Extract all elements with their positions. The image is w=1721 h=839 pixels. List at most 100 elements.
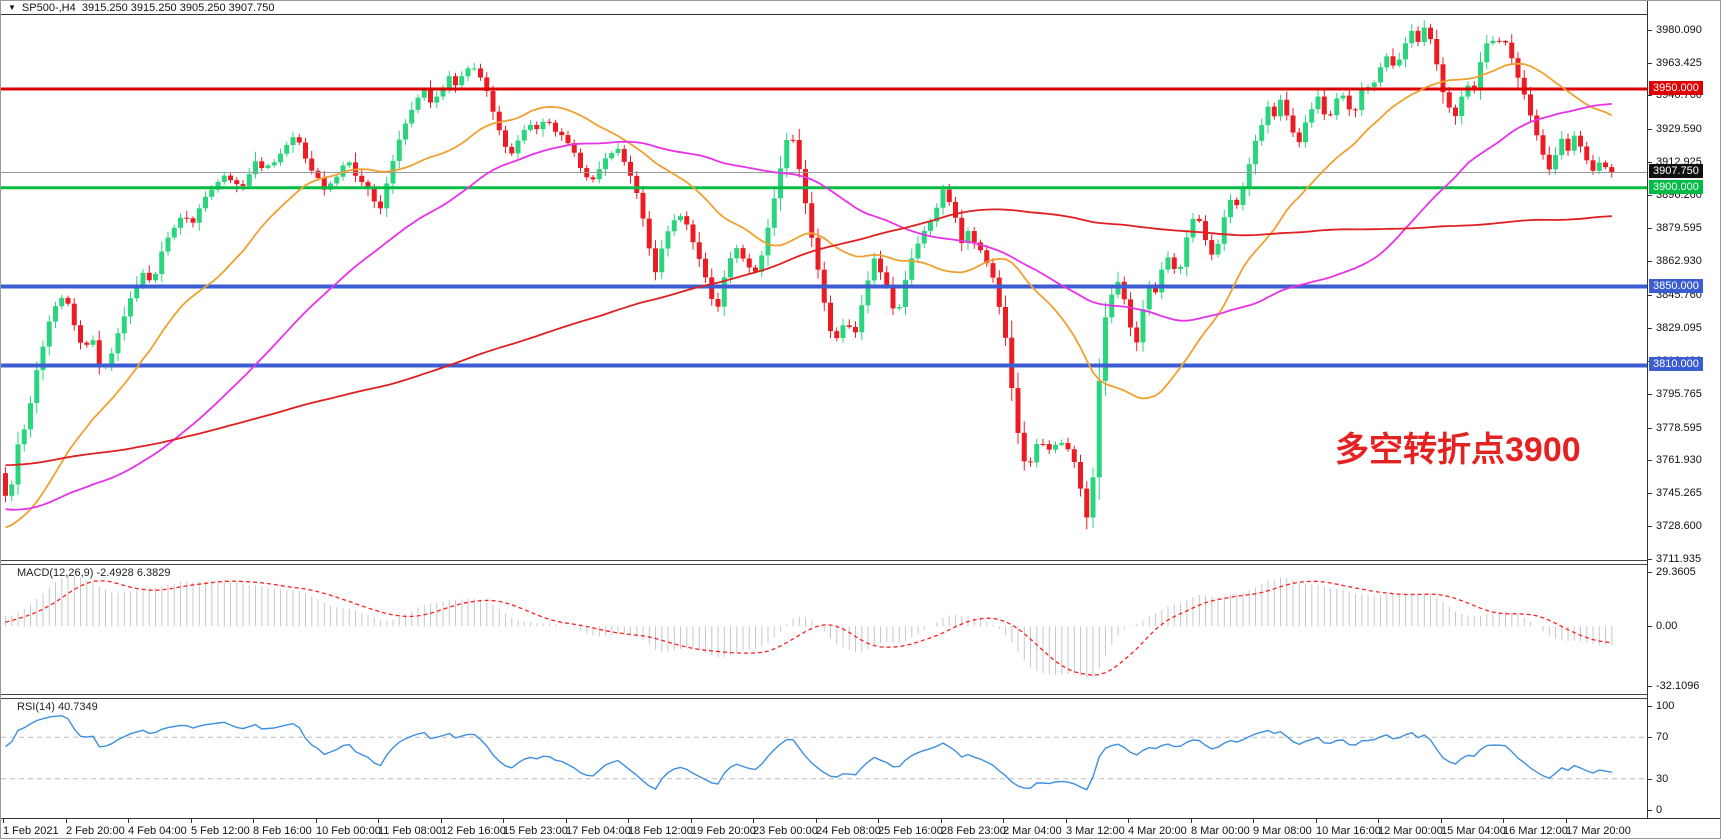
macd-tick-label: 29.3605 — [1656, 566, 1696, 578]
price-tick-mark — [1648, 30, 1652, 31]
time-tick-label: 23 Feb 00:00 — [753, 825, 818, 837]
rsi-tick-mark — [1648, 706, 1652, 707]
time-tick-label: 5 Feb 12:00 — [191, 825, 250, 837]
price-tick-label: 3728.600 — [1656, 520, 1702, 532]
time-tick-label: 10 Mar 16:00 — [1316, 825, 1381, 837]
price-tick-mark — [1648, 460, 1652, 461]
price-tick-label: 3929.590 — [1656, 123, 1702, 135]
time-tick-label: 4 Mar 20:00 — [1128, 825, 1187, 837]
macd-tick-label: 0.00 — [1656, 620, 1678, 632]
time-tick-mark — [66, 819, 67, 823]
time-tick-mark — [1503, 819, 1504, 823]
price-tick-mark — [1648, 394, 1652, 395]
time-tick-mark — [3, 819, 4, 823]
price-tick-mark — [1648, 261, 1652, 262]
rsi-label: RSI(14) 40.7349 — [17, 701, 98, 713]
price-tick-label: 3829.095 — [1656, 322, 1702, 334]
price-tick-label: 3879.595 — [1656, 222, 1702, 234]
time-tick-mark — [1191, 819, 1192, 823]
time-tick-label: 12 Mar 00:00 — [1378, 825, 1443, 837]
price-tick-mark — [1648, 129, 1652, 130]
rsi-tick-mark — [1648, 779, 1652, 780]
panel-splitter[interactable] — [1, 694, 1720, 699]
time-tick-label: 8 Feb 16:00 — [253, 825, 312, 837]
rsi-tick-label: 100 — [1656, 700, 1675, 712]
time-tick-label: 2 Mar 04:00 — [1003, 825, 1062, 837]
time-tick-label: 2 Feb 20:00 — [66, 825, 125, 837]
price-tick-mark — [1648, 195, 1652, 196]
rsi-tick-mark — [1648, 737, 1652, 738]
time-tick-label: 8 Mar 00:00 — [1191, 825, 1250, 837]
time-tick-mark — [253, 819, 254, 823]
time-tick-mark — [816, 819, 817, 823]
price-level-badge: 3950.000 — [1649, 81, 1703, 95]
price-tick-label: 3711.935 — [1656, 553, 1702, 565]
macd-tick-mark — [1648, 572, 1652, 573]
macd-tick-mark — [1648, 686, 1652, 687]
price-tick-label: 3980.090 — [1656, 24, 1702, 36]
time-tick-mark — [128, 819, 129, 823]
price-tick-label: 3963.425 — [1656, 57, 1702, 69]
time-tick-label: 19 Feb 20:00 — [691, 825, 756, 837]
price-level-badge: 3907.750 — [1649, 164, 1703, 178]
price-tick-mark — [1648, 559, 1652, 560]
time-tick-mark — [941, 819, 942, 823]
rsi-panel-canvas[interactable] — [1, 698, 1647, 823]
time-tick-mark — [628, 819, 629, 823]
time-tick-mark — [1566, 819, 1567, 823]
price-tick-mark — [1648, 493, 1652, 494]
time-tick-mark — [1378, 819, 1379, 823]
chart-symbol: SP500-,H4 — [21, 2, 76, 14]
time-tick-label: 15 Mar 04:00 — [1441, 825, 1506, 837]
time-tick-mark — [1441, 819, 1442, 823]
price-tick-mark — [1648, 95, 1652, 96]
macd-tick-mark — [1648, 626, 1652, 627]
time-tick-label: 15 Feb 23:00 — [503, 825, 568, 837]
time-tick-mark — [1003, 819, 1004, 823]
time-tick-mark — [691, 819, 692, 823]
time-tick-label: 12 Feb 16:00 — [441, 825, 506, 837]
time-tick-label: 11 Feb 08:00 — [378, 825, 443, 837]
price-tick-label: 3761.930 — [1656, 454, 1702, 466]
price-tick-label: 3795.765 — [1656, 388, 1702, 400]
time-tick-mark — [1128, 819, 1129, 823]
time-tick-label: 17 Feb 04:00 — [566, 825, 631, 837]
price-tick-mark — [1648, 526, 1652, 527]
time-tick-label: 10 Feb 00:00 — [316, 825, 381, 837]
time-tick-label: 16 Mar 12:00 — [1503, 825, 1568, 837]
rsi-tick-label: 0 — [1656, 804, 1663, 816]
time-tick-label: 9 Mar 08:00 — [1253, 825, 1312, 837]
symbol-dropdown-icon[interactable]: ▼ — [8, 3, 16, 12]
time-tick-mark — [1253, 819, 1254, 823]
price-tick-mark — [1648, 328, 1652, 329]
ohlc-values: 3915.250 3915.250 3905.250 3907.750 — [81, 2, 275, 14]
rsi-tick-label: 30 — [1656, 773, 1669, 785]
macd-label: MACD(12,26,9) -2.4928 6.3829 — [17, 567, 171, 579]
macd-panel-canvas[interactable] — [1, 564, 1647, 699]
price-tick-label: 3745.265 — [1656, 487, 1702, 499]
time-tick-label: 1 Feb 2021 — [3, 825, 59, 837]
time-tick-label: 25 Feb 16:00 — [878, 825, 943, 837]
time-tick-mark — [1316, 819, 1317, 823]
annotation-note: 多空转折点3900 — [1335, 431, 1581, 469]
panel-splitter[interactable] — [1, 560, 1720, 565]
main-chart-canvas[interactable] — [1, 15, 1647, 565]
time-axis[interactable]: 1 Feb 2021 2 Feb 20:00 4 Feb 04:00 5 Feb 12… — [1, 818, 1720, 838]
time-tick-label: 17 Mar 20:00 — [1566, 825, 1631, 837]
time-tick-mark — [566, 819, 567, 823]
rsi-tick-label: 70 — [1656, 731, 1669, 743]
price-level-badge: 3900.000 — [1649, 180, 1703, 194]
time-tick-label: 24 Feb 08:00 — [816, 825, 881, 837]
price-tick-mark — [1648, 428, 1652, 429]
time-tick-mark — [503, 819, 504, 823]
price-level-badge: 3810.000 — [1649, 357, 1703, 371]
price-level-badge: 3850.000 — [1649, 279, 1703, 293]
price-axis[interactable]: 3980.090 3963.425 3946.760 3929.590 3912.925… — [1647, 1, 1720, 818]
title-bar: ▼ SP500-,H4 3915.250 3915.250 3905.250 39… — [8, 2, 275, 14]
price-tick-mark — [1648, 162, 1652, 163]
time-tick-mark — [1066, 819, 1067, 823]
time-tick-label: 18 Feb 12:00 — [628, 825, 693, 837]
price-tick-mark — [1648, 228, 1652, 229]
rsi-tick-mark — [1648, 810, 1652, 811]
time-tick-label: 28 Feb 23:00 — [941, 825, 1006, 837]
